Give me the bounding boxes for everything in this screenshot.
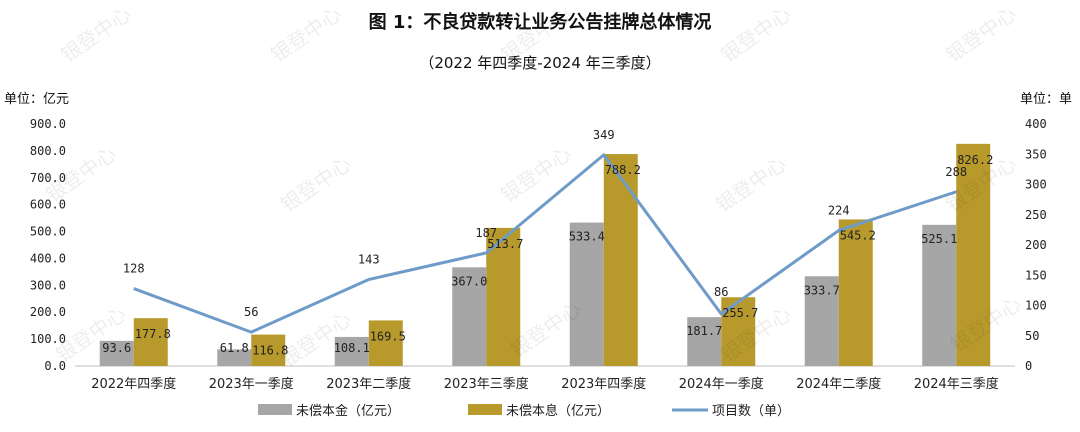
right-axis-tick-label: 150 bbox=[1025, 268, 1047, 282]
x-axis-category-label: 2023年三季度 bbox=[444, 376, 529, 392]
right-axis-tick-label: 300 bbox=[1025, 178, 1047, 192]
left-axis-tick-label: 300.0 bbox=[30, 278, 66, 292]
principal-data-label: 181.7 bbox=[686, 324, 722, 338]
bar-principal-interest bbox=[486, 227, 521, 366]
watermark-text: 银登中心 bbox=[941, 1, 1020, 67]
principal-interest-data-label: 513.7 bbox=[487, 237, 523, 251]
watermark-text: 银登中心 bbox=[716, 1, 795, 67]
left-axis-tick-label: 0.0 bbox=[44, 359, 66, 373]
principal-data-label: 61.8 bbox=[220, 341, 249, 355]
left-axis-tick-label: 100.0 bbox=[30, 332, 66, 346]
left-axis-tick-label: 900.0 bbox=[30, 117, 66, 131]
project-count-data-label: 56 bbox=[244, 305, 258, 319]
principal-data-label: 533.4 bbox=[569, 230, 605, 244]
watermark-text: 银登中心 bbox=[711, 151, 790, 217]
project-count-data-label: 143 bbox=[358, 252, 380, 266]
bar-principal bbox=[569, 222, 604, 366]
project-count-data-label: 349 bbox=[593, 128, 615, 142]
left-axis-unit: 单位：亿元 bbox=[4, 92, 70, 107]
principal-interest-data-label: 169.5 bbox=[370, 329, 406, 343]
principal-interest-data-label: 255.7 bbox=[722, 306, 758, 320]
legend-swatch bbox=[258, 404, 292, 415]
right-axis-tick-label: 400 bbox=[1025, 117, 1047, 131]
x-axis-category-label: 2024年二季度 bbox=[796, 376, 881, 392]
left-axis-tick-label: 800.0 bbox=[30, 144, 66, 158]
legend-label: 未偿本息（亿元） bbox=[506, 403, 610, 419]
bar-principal-interest bbox=[603, 154, 638, 366]
watermark-text: 银登中心 bbox=[276, 151, 355, 217]
x-axis-category-label: 2022年四季度 bbox=[91, 376, 176, 392]
bar-principal bbox=[217, 349, 252, 366]
project-count-data-label: 86 bbox=[714, 285, 728, 299]
x-axis-category-label: 2024年三季度 bbox=[914, 376, 999, 392]
left-axis-tick-label: 700.0 bbox=[30, 171, 66, 185]
chart-subtitle: （2022 年四季度-2024 年三季度） bbox=[419, 54, 661, 72]
project-count-data-label: 128 bbox=[123, 262, 145, 276]
bar-principal bbox=[334, 336, 369, 366]
principal-interest-data-label: 826.2 bbox=[957, 153, 993, 167]
principal-interest-data-label: 177.8 bbox=[135, 327, 171, 341]
x-axis-category-label: 2023年二季度 bbox=[326, 376, 411, 392]
watermark-text: 银登中心 bbox=[496, 141, 575, 207]
legend-label: 项目数（单） bbox=[712, 404, 790, 419]
right-axis-tick-label: 0 bbox=[1025, 359, 1032, 373]
right-axis-unit: 单位：单 bbox=[1019, 92, 1072, 107]
bar-principal-interest bbox=[368, 320, 403, 366]
bar-principal bbox=[922, 224, 957, 366]
left-axis-tick-label: 500.0 bbox=[30, 225, 66, 239]
legend-swatch bbox=[468, 404, 502, 415]
watermark-text: 银登中心 bbox=[56, 1, 135, 67]
x-axis-category-label: 2023年一季度 bbox=[209, 376, 294, 392]
right-axis-tick-label: 100 bbox=[1025, 299, 1047, 313]
watermark-text: 银登中心 bbox=[496, 1, 575, 67]
bar-principal bbox=[99, 340, 134, 366]
bar-principal-interest bbox=[956, 143, 991, 366]
right-axis-tick-label: 350 bbox=[1025, 147, 1047, 161]
bar-principal-interest bbox=[133, 318, 168, 366]
legend-label: 未偿本金（亿元） bbox=[296, 403, 400, 419]
bar-principal bbox=[452, 267, 487, 366]
principal-data-label: 525.1 bbox=[921, 232, 957, 246]
principal-data-label: 108.1 bbox=[334, 341, 370, 355]
principal-data-label: 333.7 bbox=[804, 283, 840, 297]
project-count-data-label: 187 bbox=[475, 226, 497, 240]
bar-principal bbox=[687, 317, 722, 366]
left-axis-tick-label: 600.0 bbox=[30, 198, 66, 212]
principal-interest-data-label: 116.8 bbox=[252, 344, 288, 358]
principal-data-label: 367.0 bbox=[451, 274, 487, 288]
principal-interest-data-label: 545.2 bbox=[840, 228, 876, 242]
left-axis-tick-label: 400.0 bbox=[30, 251, 66, 265]
bar-principal-interest bbox=[838, 219, 873, 366]
x-axis-category-label: 2023年四季度 bbox=[561, 376, 646, 392]
bar-principal-interest bbox=[251, 334, 286, 366]
bar-principal bbox=[804, 276, 839, 366]
right-axis-tick-label: 200 bbox=[1025, 238, 1047, 252]
principal-data-label: 93.6 bbox=[102, 341, 131, 355]
left-axis-tick-label: 200.0 bbox=[30, 305, 66, 319]
project-count-data-label: 288 bbox=[945, 165, 967, 179]
right-axis-tick-label: 250 bbox=[1025, 208, 1047, 222]
x-axis-category-label: 2024年一季度 bbox=[679, 376, 764, 392]
chart-title: 图 1：不良贷款转让业务公告挂牌总体情况 bbox=[368, 12, 712, 33]
watermark-text: 银登中心 bbox=[266, 1, 345, 67]
principal-interest-data-label: 788.2 bbox=[605, 163, 641, 177]
right-axis-tick-label: 50 bbox=[1025, 329, 1039, 343]
project-count-data-label: 224 bbox=[828, 203, 850, 217]
line-project-count bbox=[133, 153, 957, 334]
